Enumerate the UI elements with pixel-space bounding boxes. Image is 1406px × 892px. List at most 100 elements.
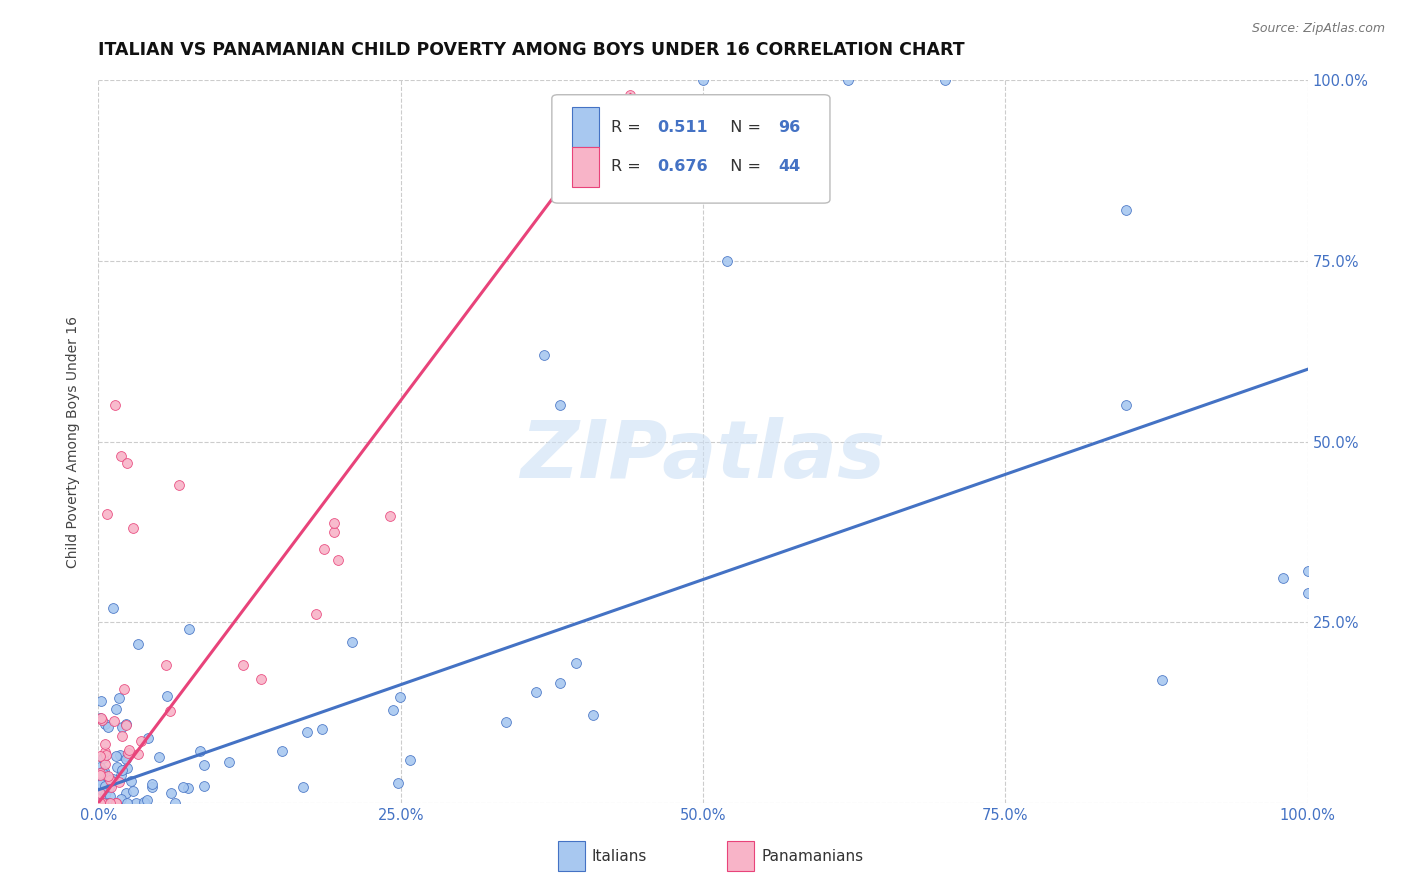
Point [692,73,714,87]
Point [111,763,134,777]
Point [91,713,114,727]
Point [90,777,112,791]
Point [89,759,111,773]
Point [97,778,120,792]
Point [115,786,138,800]
Point [89,767,111,781]
Point [94,784,117,798]
Text: R =: R = [612,160,645,175]
Point [94,756,117,771]
Point [524,685,547,699]
Point [388,690,411,704]
Point [295,725,318,739]
Point [127,637,149,651]
Text: ZIPatlas: ZIPatlas [520,417,886,495]
Point [96,507,118,521]
Point [89,786,111,800]
Text: ITALIAN VS PANAMANIAN CHILD POVERTY AMONG BOYS UNDER 16 CORRELATION CHART: ITALIAN VS PANAMANIAN CHILD POVERTY AMON… [98,41,965,59]
Point [93,764,115,779]
Text: 44: 44 [778,160,800,175]
Point [93,796,115,810]
Point [179,623,201,637]
Point [619,87,641,102]
Point [291,780,314,794]
Point [110,449,132,463]
Point [110,747,132,762]
Point [90,710,112,724]
Text: Italians: Italians [592,849,647,864]
Point [91,796,114,810]
Point [134,796,156,810]
Text: 96: 96 [778,120,800,135]
Point [115,456,138,470]
Point [548,676,571,690]
Point [340,635,363,649]
Point [89,768,111,782]
Point [250,672,273,686]
Point [98,780,121,794]
Point [97,720,120,734]
Point [548,398,571,412]
Point [93,788,115,802]
Point [97,796,120,810]
Point [94,779,117,793]
Point [104,749,127,764]
Point [322,516,344,531]
Point [1296,565,1319,579]
Point [138,731,160,746]
Point [104,398,127,412]
Point [1296,586,1319,600]
Point [172,780,194,795]
Point [93,796,115,810]
Point [141,777,163,791]
Point [378,508,401,523]
Y-axis label: Child Poverty Among Boys Under 16: Child Poverty Among Boys Under 16 [66,316,80,567]
Point [118,743,141,757]
Point [124,796,146,810]
Point [716,253,738,268]
Point [100,780,122,794]
Point [114,718,136,732]
Point [104,702,127,716]
Point [108,691,131,706]
Point [98,796,121,810]
Point [533,348,555,362]
Point [115,796,138,810]
Point [97,769,120,783]
Point [101,774,124,789]
Point [108,775,131,789]
Point [387,775,409,789]
Point [103,772,125,786]
Point [104,796,127,810]
Point [398,754,420,768]
Point [90,694,112,708]
Point [305,607,328,621]
Point [93,768,115,782]
Point [136,793,159,807]
FancyBboxPatch shape [572,147,599,186]
Point [105,760,128,774]
Text: 0.511: 0.511 [657,120,707,135]
Point [110,767,132,781]
Point [159,704,181,718]
Point [564,656,586,670]
Point [101,600,124,615]
Point [98,789,121,804]
Point [115,761,138,775]
Point [934,73,956,87]
Point [495,714,517,729]
Point [1115,398,1137,412]
Point [837,73,859,87]
Point [311,722,333,736]
FancyBboxPatch shape [558,841,585,871]
Point [323,525,346,540]
Point [89,796,111,810]
Point [127,747,149,761]
Point [98,773,121,788]
Point [93,745,115,759]
FancyBboxPatch shape [572,107,599,147]
Point [97,796,120,810]
Point [89,768,111,782]
Point [100,774,122,789]
Point [98,796,121,810]
